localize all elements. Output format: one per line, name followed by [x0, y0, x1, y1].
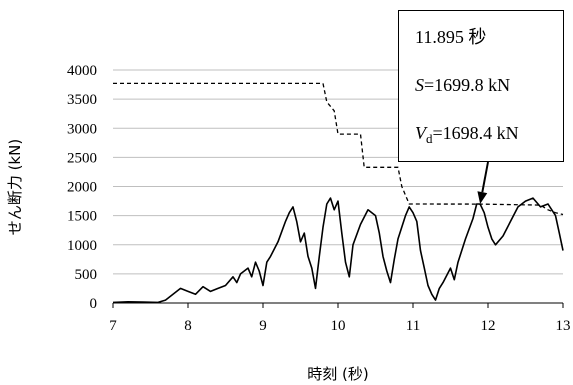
y-axis-title: せん断力 (kN)	[6, 139, 24, 235]
annotation-s-num: =1699.8 kN	[424, 75, 510, 95]
annotation-s-var: S	[415, 75, 424, 95]
gridlines	[113, 69, 563, 275]
x-tick-label: 11	[406, 318, 420, 334]
y-tick-label: 1500	[67, 209, 97, 225]
annotation-v-sub: d	[426, 131, 433, 146]
series-group	[112, 82, 564, 304]
y-tick-label: 3500	[67, 92, 97, 108]
annotation-arrow-head	[477, 191, 488, 204]
y-tick-labels: 0 500 1000 1500 2000 2500 3000 3500 4000	[67, 63, 97, 312]
x-tick-label: 7	[109, 318, 117, 334]
x-axis-title: 時刻 (秒)	[307, 365, 368, 383]
y-tick-label: 2000	[67, 180, 97, 196]
y-tick-label: 2500	[67, 150, 97, 166]
annotation-arrow-line	[481, 161, 489, 193]
annotation-time: 11.895 秒	[415, 27, 486, 47]
annotation-vd-value: Vd=1698.4 kN	[415, 123, 519, 146]
y-tick-label: 3000	[67, 121, 97, 137]
y-tick-label: 0	[90, 296, 98, 312]
x-tick-label: 13	[556, 318, 571, 334]
series-shear-force-line	[112, 197, 564, 304]
annotation-s-value: S=1699.8 kN	[415, 75, 510, 95]
y-tick-label: 4000	[67, 63, 97, 79]
annotation-text: 11.895 秒 S=1699.8 kN Vd=1698.4 kN	[415, 27, 519, 146]
x-tick-label: 12	[481, 318, 496, 334]
y-tick-label: 1000	[67, 238, 97, 254]
y-tick-label: 500	[75, 267, 98, 283]
x-tick-label: 10	[331, 318, 346, 334]
x-tick-labels: 7 8 9 10 11 12 13	[109, 318, 570, 334]
x-tick-label: 9	[259, 318, 267, 334]
annotation-box: 11.895 秒 S=1699.8 kN Vd=1698.4 kN	[398, 10, 564, 162]
annotation-v-var: V	[415, 123, 428, 143]
annotation-arrow-group	[477, 161, 489, 204]
x-axis	[112, 302, 564, 308]
x-tick-label: 8	[184, 318, 192, 334]
series-capacity-line	[113, 82, 564, 216]
annotation-v-num: =1698.4 kN	[433, 123, 519, 143]
